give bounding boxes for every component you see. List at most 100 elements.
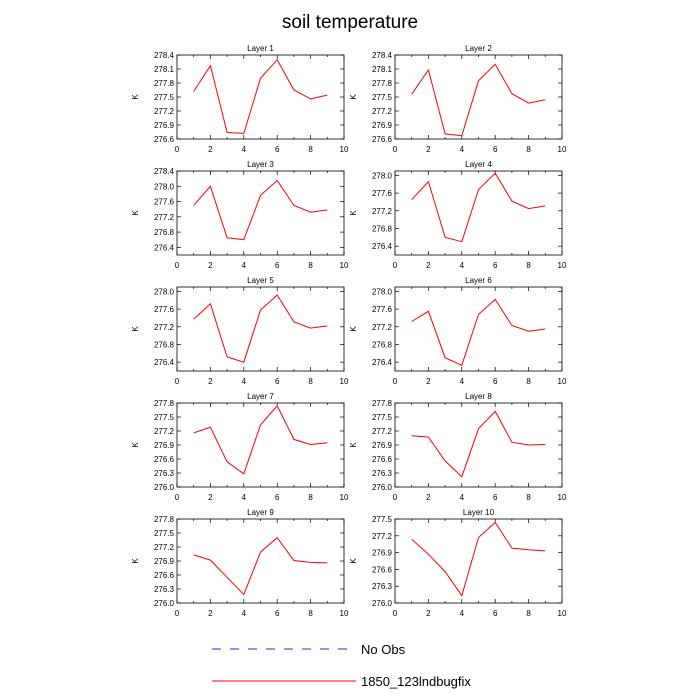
y-tick-label: 276.8	[372, 224, 393, 233]
y-tick-label: 276.8	[154, 340, 175, 349]
y-axis-label: K	[349, 94, 358, 100]
x-tick-label: 4	[242, 493, 247, 502]
legend-label-no-obs: No Obs	[361, 642, 406, 657]
x-tick-label: 6	[275, 609, 280, 618]
y-tick-label: 277.5	[154, 413, 175, 422]
y-tick-label: 277.6	[154, 305, 175, 314]
panel-layer-7: Layer 7 0 2 4 6 8 10 276.0 276.3 276.6 276.9 277.2 2…	[131, 392, 349, 502]
x-tick-label: 0	[175, 261, 180, 270]
y-tick-label: 277.2	[372, 323, 393, 332]
y-tick-label: 276.9	[154, 121, 175, 130]
x-tick-label: 8	[308, 145, 313, 154]
panel-title: Layer 10	[463, 508, 495, 517]
panel-layer-6: Layer 6 0 2 4 6 8 10 276.4 276.8 277.2 277.6 278.0 K	[349, 276, 567, 386]
x-tick-label: 2	[426, 145, 431, 154]
y-axis-label: K	[131, 210, 140, 216]
y-tick-label: 278.4	[154, 167, 175, 176]
panel-layer-1: Layer 1 0 2 4 6 8 10 276.6 276.9 277.2 277.5 277.8 2…	[131, 44, 349, 154]
x-tick-label: 2	[426, 377, 431, 386]
x-tick-label: 6	[275, 377, 280, 386]
x-tick-label: 4	[242, 609, 247, 618]
y-tick-label: 276.6	[372, 565, 393, 574]
y-tick-label: 276.9	[154, 557, 175, 566]
series-line-1850_123lndbugfix	[411, 172, 546, 243]
x-tick-label: 2	[208, 493, 213, 502]
y-tick-label: 276.3	[154, 585, 175, 594]
y-tick-label: 278.0	[154, 182, 175, 191]
y-tick-label: 276.8	[372, 340, 393, 349]
y-tick-label: 277.5	[154, 529, 175, 538]
x-tick-label: 10	[340, 145, 349, 154]
y-tick-label: 277.2	[372, 207, 393, 216]
plot-frame	[176, 286, 345, 372]
y-tick-label: 278.0	[154, 287, 175, 296]
plot-frame	[176, 170, 345, 256]
y-tick-label: 277.2	[154, 213, 175, 222]
legend-label-1850-123lndbugfix: 1850_123lndbugfix	[361, 674, 471, 689]
panel-title: Layer 4	[465, 160, 492, 169]
x-tick-label: 6	[493, 609, 498, 618]
y-tick-label: 277.5	[372, 413, 393, 422]
y-tick-label: 277.2	[154, 107, 175, 116]
y-tick-label: 277.6	[154, 198, 175, 207]
x-tick-label: 0	[175, 377, 180, 386]
x-tick-label: 4	[460, 261, 465, 270]
y-tick-label: 276.4	[154, 358, 175, 367]
x-tick-label: 4	[460, 609, 465, 618]
x-tick-label: 10	[558, 261, 567, 270]
y-tick-label: 277.2	[372, 107, 393, 116]
x-tick-label: 4	[242, 145, 247, 154]
y-tick-label: 276.6	[154, 571, 175, 580]
y-tick-label: 276.0	[372, 483, 393, 492]
x-tick-label: 2	[426, 609, 431, 618]
y-axis-label: K	[131, 558, 140, 564]
series-line-1850_123lndbugfix	[193, 58, 328, 134]
series-line-1850_123lndbugfix	[193, 179, 328, 241]
y-tick-label: 276.0	[372, 599, 393, 608]
y-tick-label: 277.2	[154, 543, 175, 552]
x-tick-label: 0	[175, 493, 180, 502]
x-tick-label: 0	[175, 609, 180, 618]
y-tick-label: 278.0	[372, 287, 393, 296]
x-tick-label: 10	[558, 377, 567, 386]
series-line-1850_123lndbugfix	[411, 410, 546, 478]
y-tick-label: 277.2	[372, 532, 393, 541]
y-axis-label: K	[131, 442, 140, 448]
y-tick-label: 276.4	[154, 243, 175, 252]
panel-title: Layer 7	[247, 392, 274, 401]
x-tick-label: 4	[242, 261, 247, 270]
x-tick-label: 4	[460, 377, 465, 386]
y-tick-label: 276.4	[372, 358, 393, 367]
panel-title: Layer 6	[465, 276, 492, 285]
x-tick-label: 0	[393, 145, 398, 154]
y-axis-label: K	[349, 442, 358, 448]
y-tick-label: 277.5	[372, 515, 393, 524]
y-axis-label: K	[131, 94, 140, 100]
x-tick-label: 10	[340, 493, 349, 502]
x-tick-label: 8	[526, 145, 531, 154]
x-tick-label: 6	[493, 377, 498, 386]
x-tick-label: 10	[558, 609, 567, 618]
y-tick-label: 277.8	[154, 399, 175, 408]
y-tick-label: 277.8	[372, 79, 393, 88]
y-tick-label: 276.0	[154, 483, 175, 492]
panel-title: Layer 9	[247, 508, 274, 517]
x-tick-label: 2	[208, 377, 213, 386]
y-axis-label: K	[131, 326, 140, 332]
x-tick-label: 6	[493, 493, 498, 502]
y-tick-label: 276.6	[154, 135, 175, 144]
x-tick-label: 4	[460, 145, 465, 154]
panel-title: Layer 5	[247, 276, 274, 285]
y-tick-label: 276.8	[154, 228, 175, 237]
x-tick-label: 10	[340, 609, 349, 618]
x-tick-label: 8	[526, 609, 531, 618]
x-tick-label: 4	[460, 493, 465, 502]
x-tick-label: 2	[426, 261, 431, 270]
x-tick-label: 4	[242, 377, 247, 386]
y-tick-label: 278.1	[372, 65, 393, 74]
y-tick-label: 276.3	[372, 582, 393, 591]
y-tick-label: 276.9	[154, 441, 175, 450]
y-tick-label: 277.8	[154, 79, 175, 88]
x-tick-label: 10	[558, 145, 567, 154]
